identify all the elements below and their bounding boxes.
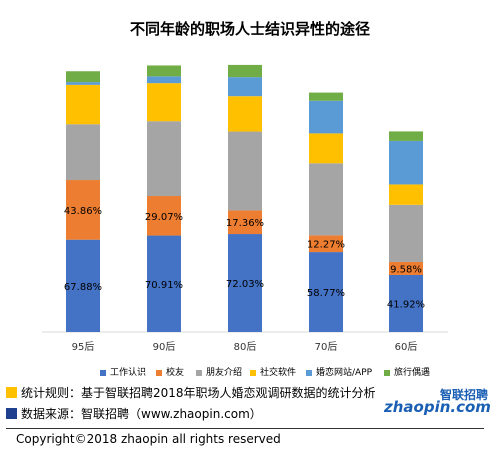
bar-segment: [147, 121, 181, 197]
legend-item: 朋友介绍: [196, 365, 242, 378]
bar-segment: [147, 83, 181, 122]
data-label: 58.77%: [307, 288, 345, 299]
data-label: 9.58%: [390, 264, 422, 275]
legend-label: 朋友介绍: [206, 368, 243, 378]
bar-segment: [309, 252, 343, 332]
category-label: 70后: [315, 341, 338, 353]
bar-segment: [147, 235, 181, 332]
legend-label: 婚恋网站/APP: [316, 368, 373, 378]
bar-segment: [389, 131, 423, 141]
blue-square-icon: [6, 408, 17, 419]
legend-swatch: [156, 369, 162, 376]
data-label: 72.03%: [226, 279, 264, 290]
data-label: 67.88%: [64, 282, 102, 293]
data-label: 29.07%: [145, 212, 183, 223]
bar-segment: [309, 92, 343, 101]
bar-segment: [309, 133, 343, 164]
bar-segment: [228, 77, 262, 97]
legend-label: 校友: [166, 368, 185, 378]
legend-swatch: [250, 369, 256, 376]
data-label: 12.27%: [307, 240, 345, 251]
bar-segment: [66, 71, 100, 83]
bar-segment: [228, 64, 262, 78]
logo-mark: 智联招聘: [439, 388, 488, 402]
bar-segment: [389, 140, 423, 185]
bar-segment: [147, 65, 181, 77]
legend-item: 婚恋网站/APP: [306, 365, 372, 378]
bar-segment: [66, 84, 100, 125]
category-label: 90后: [153, 341, 176, 353]
bar-segment: [309, 235, 343, 253]
footnote-rule: 统计规则：基于智联招聘2018年职场人婚恋观调研数据的统计分析: [6, 384, 376, 401]
data-label: 41.92%: [387, 299, 425, 310]
bar-segment: [66, 239, 100, 332]
bar-segment: [389, 184, 423, 205]
legend-swatch: [100, 369, 106, 376]
legend-item: 旅行偶遇: [384, 365, 430, 378]
bar-segment: [228, 131, 262, 211]
legend-label: 社交软件: [260, 368, 297, 378]
bar-segment: [389, 274, 423, 332]
legend-item: 校友: [156, 365, 184, 378]
legend-label: 旅行偶遇: [394, 368, 431, 378]
bar-segment: [228, 210, 262, 235]
category-label: 80后: [234, 341, 257, 353]
chart-title: 不同年龄的职场人士结识异性的途径: [129, 20, 370, 38]
footnote-rule-text: 统计规则：基于智联招聘2018年职场人婚恋观调研数据的统计分析: [21, 386, 376, 400]
bar-segment: [66, 124, 100, 181]
bar-segment: [389, 261, 423, 275]
legend: 工作认识 校友 朋友介绍 社交软件 婚恋网站/APP 旅行偶遇: [0, 365, 500, 379]
logo-text: zhaopin.com: [384, 398, 491, 416]
bar-segment: [147, 196, 181, 236]
legend-swatch: [384, 369, 390, 376]
divider: [6, 428, 484, 429]
data-label: 70.91%: [145, 280, 183, 291]
copyright: Copyright©2018 zhaopin all rights reserv…: [16, 432, 281, 446]
legend-swatch: [306, 369, 312, 376]
bar-segment: [309, 163, 343, 236]
bar-segment: [66, 180, 100, 240]
legend-item: 工作认识: [100, 365, 146, 378]
zhaopin-logo: 智联招聘 zhaopin.com: [384, 384, 492, 424]
category-label: 95后: [72, 341, 95, 353]
yellow-square-icon: [6, 387, 17, 398]
category-label: 60后: [395, 341, 418, 353]
legend-item: 社交软件: [250, 365, 296, 378]
bar-segment: [228, 234, 262, 332]
stacked-bar-chart: 67.88% 43.86% 95后 70.91% 29.07% 90后 72.03% 17.3…: [42, 64, 448, 353]
bar-segment: [147, 76, 181, 84]
data-label: 17.36%: [226, 218, 264, 229]
bar-segment: [228, 96, 262, 132]
legend-swatch: [196, 369, 202, 376]
footnote-source: 数据来源：智联招聘（www.zhaopin.com）: [6, 405, 262, 422]
data-label: 43.86%: [64, 206, 102, 217]
legend-label: 工作认识: [110, 368, 147, 378]
bar-segment: [309, 100, 343, 134]
bar-segment: [66, 82, 100, 85]
footnote-source-text: 数据来源：智联招聘（www.zhaopin.com）: [21, 407, 262, 421]
bar-segment: [389, 204, 423, 262]
